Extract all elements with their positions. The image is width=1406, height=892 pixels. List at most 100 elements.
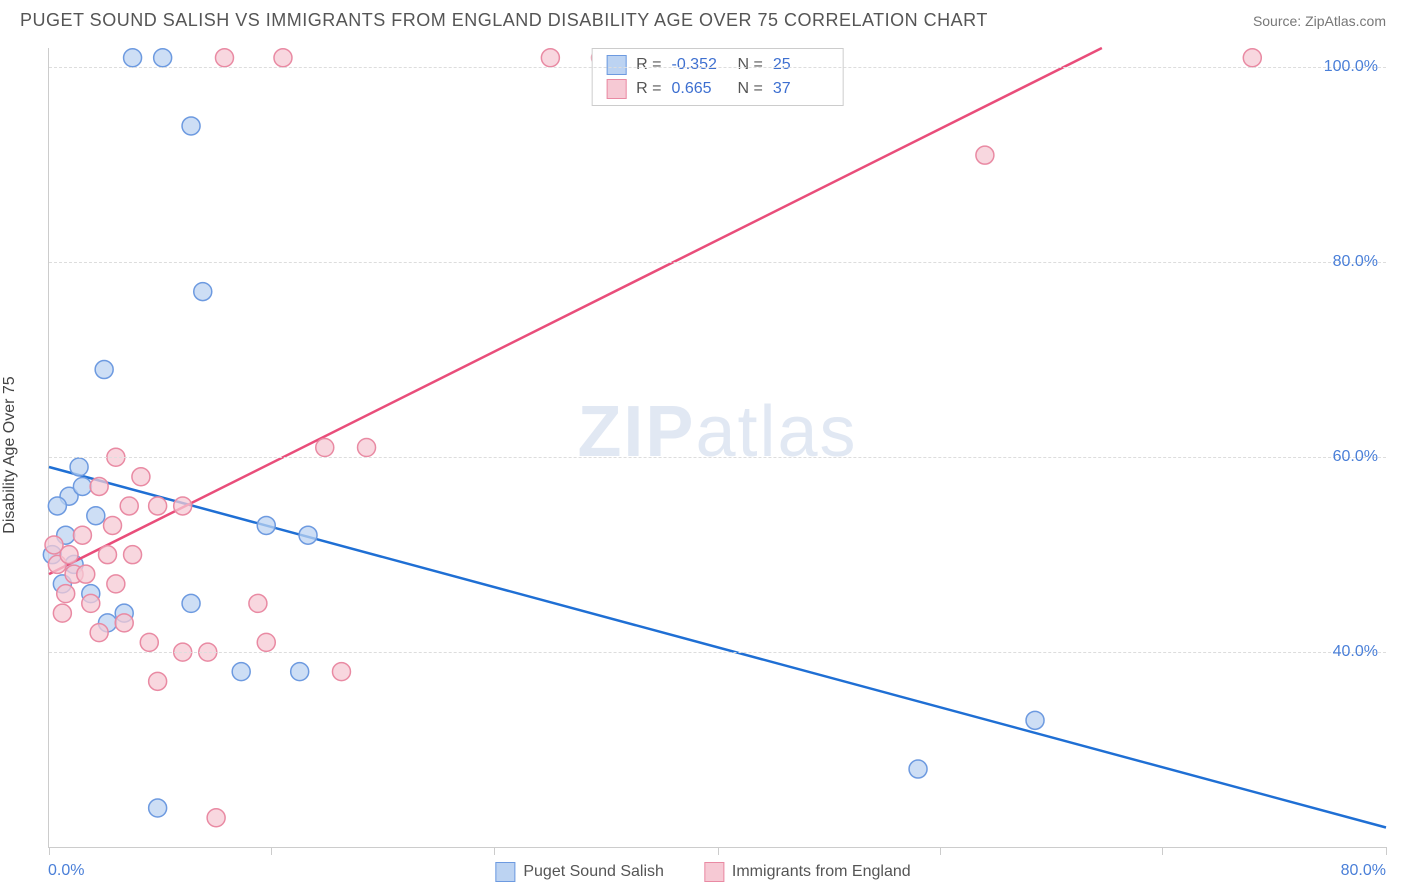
n-value-series-1: 37 bbox=[773, 80, 829, 98]
data-point bbox=[124, 49, 142, 67]
legend-label-series-1: Immigrants from England bbox=[732, 863, 911, 881]
r-value-series-0: -0.352 bbox=[672, 56, 728, 74]
data-point bbox=[98, 546, 116, 564]
r-label: R = bbox=[636, 56, 661, 74]
n-label: N = bbox=[738, 56, 763, 74]
legend: Puget Sound Salish Immigrants from Engla… bbox=[495, 862, 910, 882]
swatch-series-0 bbox=[495, 862, 515, 882]
data-point bbox=[182, 117, 200, 135]
n-value-series-0: 25 bbox=[773, 56, 829, 74]
data-point bbox=[98, 614, 116, 632]
chart-title: PUGET SOUND SALISH VS IMMIGRANTS FROM EN… bbox=[20, 10, 988, 31]
data-point bbox=[77, 565, 95, 583]
data-point bbox=[140, 633, 158, 651]
stats-row-series-1: R = 0.665 N = 37 bbox=[606, 77, 829, 101]
data-point bbox=[82, 585, 100, 603]
data-point bbox=[194, 283, 212, 301]
data-point bbox=[257, 633, 275, 651]
x-tick bbox=[271, 847, 272, 855]
data-point bbox=[541, 49, 559, 67]
data-point bbox=[57, 526, 75, 544]
watermark: ZIPatlas bbox=[577, 391, 857, 473]
data-point bbox=[60, 546, 78, 564]
x-axis-min-label: 0.0% bbox=[48, 862, 84, 880]
data-point bbox=[120, 497, 138, 515]
data-point bbox=[358, 439, 376, 457]
data-point bbox=[53, 575, 71, 593]
data-point bbox=[45, 536, 63, 554]
data-point bbox=[316, 439, 334, 457]
legend-item-series-1: Immigrants from England bbox=[704, 862, 911, 882]
data-point bbox=[299, 526, 317, 544]
data-point bbox=[332, 663, 350, 681]
data-point bbox=[1026, 711, 1044, 729]
data-point bbox=[73, 526, 91, 544]
data-point bbox=[909, 760, 927, 778]
data-point bbox=[291, 663, 309, 681]
data-point bbox=[107, 575, 125, 593]
x-tick bbox=[1162, 847, 1163, 855]
data-point bbox=[149, 799, 167, 817]
data-point bbox=[70, 458, 88, 476]
data-point bbox=[154, 49, 172, 67]
grid-line bbox=[49, 652, 1386, 653]
data-point bbox=[257, 516, 275, 534]
data-point bbox=[274, 49, 292, 67]
y-tick-label: 60.0% bbox=[1333, 448, 1378, 466]
r-value-series-1: 0.665 bbox=[672, 80, 728, 98]
data-point bbox=[53, 604, 71, 622]
data-point bbox=[232, 663, 250, 681]
y-axis-title: Disability Age Over 75 bbox=[1, 376, 19, 533]
x-axis-max-label: 80.0% bbox=[1341, 862, 1386, 880]
grid-line bbox=[49, 67, 1386, 68]
data-point bbox=[174, 497, 192, 515]
data-point bbox=[182, 594, 200, 612]
data-point bbox=[115, 614, 133, 632]
legend-item-series-0: Puget Sound Salish bbox=[495, 862, 664, 882]
swatch-series-0 bbox=[606, 55, 626, 75]
data-point bbox=[132, 468, 150, 486]
legend-label-series-0: Puget Sound Salish bbox=[523, 863, 664, 881]
data-point bbox=[1243, 49, 1261, 67]
data-point bbox=[65, 565, 83, 583]
data-point bbox=[82, 594, 100, 612]
x-tick bbox=[49, 847, 50, 855]
chart-plot-area: ZIPatlas R = -0.352 N = 25 R = 0.665 N =… bbox=[48, 48, 1386, 848]
grid-line bbox=[49, 457, 1386, 458]
data-point bbox=[90, 624, 108, 642]
data-point bbox=[976, 146, 994, 164]
data-point bbox=[43, 546, 61, 564]
data-point bbox=[249, 594, 267, 612]
x-tick bbox=[494, 847, 495, 855]
data-point bbox=[115, 604, 133, 622]
data-point bbox=[124, 546, 142, 564]
data-point bbox=[48, 555, 66, 573]
x-tick bbox=[940, 847, 941, 855]
n-label: N = bbox=[738, 80, 763, 98]
trend-line-series-1 bbox=[49, 48, 1102, 574]
data-point bbox=[149, 497, 167, 515]
data-point bbox=[48, 497, 66, 515]
data-point bbox=[207, 809, 225, 827]
y-tick-label: 40.0% bbox=[1333, 643, 1378, 661]
data-point bbox=[73, 477, 91, 495]
data-point bbox=[149, 672, 167, 690]
data-point bbox=[60, 487, 78, 505]
r-label: R = bbox=[636, 80, 661, 98]
source-attribution: Source: ZipAtlas.com bbox=[1253, 13, 1386, 29]
correlation-stats-box: R = -0.352 N = 25 R = 0.665 N = 37 bbox=[591, 48, 844, 106]
chart-svg bbox=[49, 48, 1386, 847]
data-point bbox=[104, 516, 122, 534]
trend-line-series-0 bbox=[49, 467, 1386, 828]
data-point bbox=[215, 49, 233, 67]
data-point bbox=[90, 477, 108, 495]
x-tick bbox=[718, 847, 719, 855]
swatch-series-1 bbox=[606, 79, 626, 99]
y-tick-label: 80.0% bbox=[1333, 253, 1378, 271]
data-point bbox=[95, 361, 113, 379]
swatch-series-1 bbox=[704, 862, 724, 882]
x-tick bbox=[1386, 847, 1387, 855]
y-tick-label: 100.0% bbox=[1324, 58, 1378, 76]
grid-line bbox=[49, 262, 1386, 263]
data-point bbox=[57, 585, 75, 603]
